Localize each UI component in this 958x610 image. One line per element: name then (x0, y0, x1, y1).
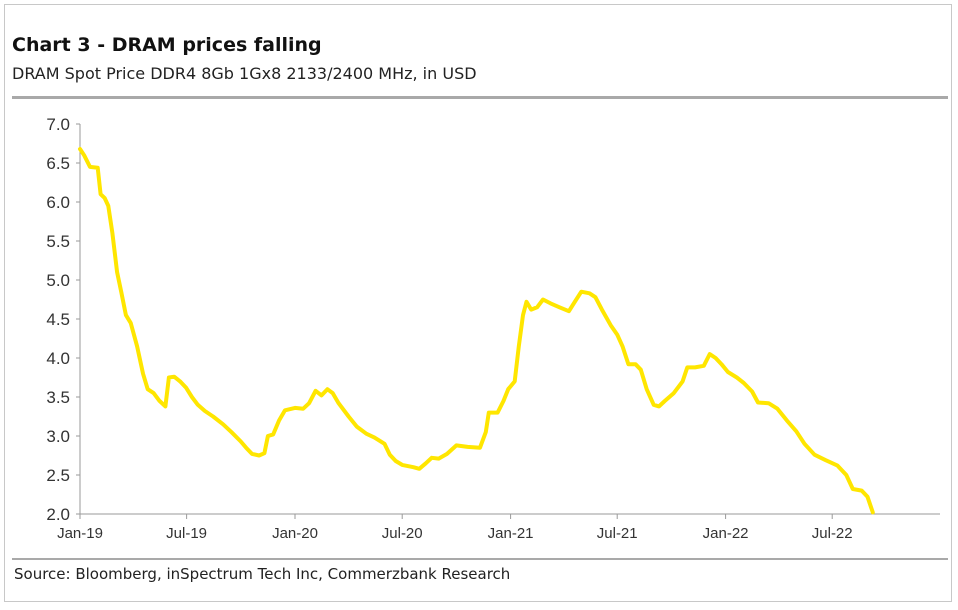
title-divider (12, 96, 948, 99)
y-tick-label: 7.0 (46, 115, 70, 134)
x-tick-label: Jan-20 (272, 525, 318, 542)
y-tick-label: 6.5 (46, 154, 70, 173)
chart-title: Chart 3 - DRAM prices falling (12, 34, 322, 56)
source-divider (12, 558, 948, 560)
y-tick-label: 6.0 (46, 193, 70, 212)
price-series-line (78, 147, 875, 515)
source-note: Source: Bloomberg, inSpectrum Tech Inc, … (14, 565, 511, 583)
x-tick-label: Jan-21 (488, 525, 534, 542)
dram-price-chart: 2.0 2.5 3.0 3.5 4.0 4.5 5.0 5.5 6.0 6.5 7.0 Jan-19… (46, 115, 940, 542)
y-tick-label: 2.0 (46, 505, 70, 524)
y-axis: 2.0 2.5 3.0 3.5 4.0 4.5 5.0 5.5 6.0 6.5 7.0 (46, 115, 80, 524)
x-tick-label: Jan-22 (703, 525, 749, 542)
x-tick-label: Jan-19 (57, 525, 103, 542)
x-tick-label: Jul-20 (382, 525, 423, 542)
chart-frame (4, 4, 952, 602)
y-tick-label: 5.5 (46, 232, 70, 251)
x-axis: Jan-19 Jul-19 Jan-20 Jul-20 Jan-21 Jul-21 Jan-… (57, 514, 853, 542)
chart-subtitle: DRAM Spot Price DDR4 8Gb 1Gx8 2133/2400 … (12, 64, 477, 83)
series-layer (78, 147, 875, 515)
x-tick-label: Jul-21 (597, 525, 638, 542)
y-tick-label: 3.5 (46, 388, 70, 407)
y-tick-label: 4.5 (46, 310, 70, 329)
x-tick-label: Jul-22 (812, 525, 853, 542)
y-tick-label: 2.5 (46, 466, 70, 485)
y-tick-label: 5.0 (46, 271, 70, 290)
y-tick-label: 3.0 (46, 427, 70, 446)
x-tick-label: Jul-19 (166, 525, 207, 542)
y-tick-label: 4.0 (46, 349, 70, 368)
